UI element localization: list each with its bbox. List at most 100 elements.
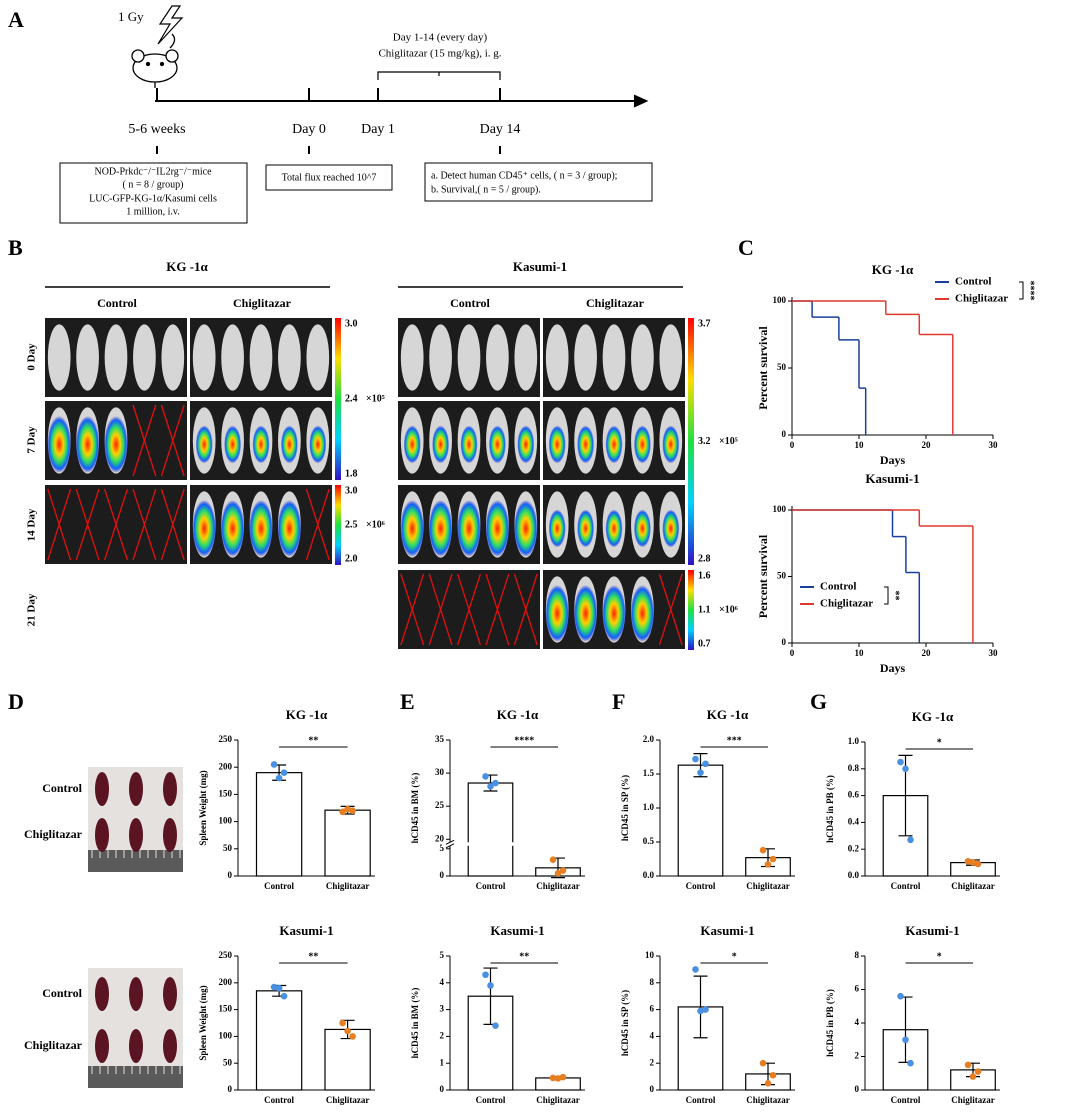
signal bbox=[104, 416, 128, 473]
y-tick-label: 50 bbox=[777, 362, 787, 372]
y-tick-label: 50 bbox=[777, 571, 787, 581]
y-tick-label: 2 bbox=[440, 1030, 445, 1040]
dead-mark bbox=[658, 573, 683, 646]
timeline-label: 5-6 weeks bbox=[128, 122, 185, 137]
timeline-label: Day 1 bbox=[361, 122, 395, 137]
y-tick-label: 8 bbox=[855, 950, 860, 960]
x-tick-label: 10 bbox=[855, 440, 865, 450]
signal bbox=[602, 585, 626, 642]
signal bbox=[605, 425, 623, 464]
panel-label: B bbox=[8, 235, 23, 260]
significance: **** bbox=[1025, 281, 1036, 301]
bar bbox=[467, 782, 514, 877]
timeline-label: Day 14 bbox=[480, 122, 521, 137]
signal bbox=[457, 500, 481, 557]
group-title: Kasumi-1 bbox=[513, 259, 567, 274]
chart-title: KG -1α bbox=[707, 707, 749, 722]
data-point bbox=[764, 861, 772, 868]
photo-row-label: Chiglitazar bbox=[24, 1038, 83, 1052]
significance-bracket bbox=[1019, 281, 1024, 300]
mouse bbox=[659, 324, 683, 391]
signal bbox=[577, 425, 595, 464]
significance: *** bbox=[727, 735, 742, 746]
y-tick-label: 50 bbox=[223, 1057, 233, 1067]
colorbar-label: 1.6 bbox=[698, 570, 711, 581]
x-tick-label: Chiglitazar bbox=[746, 881, 790, 891]
mouse bbox=[249, 324, 273, 391]
mouse bbox=[429, 324, 452, 391]
signal bbox=[605, 509, 623, 548]
y-tick-label: 10 bbox=[645, 950, 655, 960]
y-tick-label: 0 bbox=[855, 1084, 860, 1094]
condition-label: Control bbox=[97, 296, 137, 310]
data-point bbox=[492, 779, 499, 787]
x-axis-label: Days bbox=[880, 661, 906, 675]
y-axis-label: hCD45 in SP (%) bbox=[620, 775, 630, 841]
signal bbox=[400, 500, 425, 557]
x-tick-label: Chiglitazar bbox=[326, 881, 370, 891]
mouse bbox=[133, 324, 156, 391]
y-axis-label: Percent survival bbox=[756, 534, 770, 618]
bar bbox=[255, 772, 303, 877]
mouse bbox=[76, 324, 99, 391]
significance: ** bbox=[519, 951, 529, 962]
y-axis-label: Spleen Weight (mg) bbox=[198, 985, 208, 1060]
dead-mark bbox=[132, 404, 157, 477]
colorbar-unit: ×10⁵ bbox=[366, 393, 385, 404]
x-tick-label: 30 bbox=[989, 648, 999, 658]
y-tick-label: 20 bbox=[435, 833, 445, 843]
y-tick-label: 200 bbox=[219, 761, 233, 771]
y-tick-label: 0 bbox=[440, 870, 445, 880]
data-point bbox=[280, 769, 288, 776]
error-bar bbox=[693, 975, 708, 1039]
data-point bbox=[275, 774, 283, 782]
y-tick-label: 2 bbox=[855, 1051, 860, 1061]
y-tick-label: 4 bbox=[855, 1017, 860, 1027]
axis-break bbox=[448, 842, 452, 846]
chart-title: Kasumi-1 bbox=[865, 471, 919, 486]
chart-title: Kasumi-1 bbox=[279, 923, 333, 938]
x-tick-label: Chiglitazar bbox=[951, 1095, 995, 1105]
colorbar bbox=[335, 318, 341, 480]
box-text: ( n = 8 / group) bbox=[123, 179, 184, 190]
bar bbox=[255, 990, 303, 1091]
signal bbox=[633, 425, 651, 464]
y-tick-label: 2 bbox=[650, 1057, 655, 1067]
data-point bbox=[482, 971, 489, 979]
data-point bbox=[492, 1022, 499, 1029]
y-tick-label: 200 bbox=[219, 977, 233, 987]
spleen bbox=[95, 818, 109, 852]
y-tick-label: 50 bbox=[223, 843, 233, 853]
mouse bbox=[47, 324, 71, 391]
y-tick-label: 2.0 bbox=[643, 734, 655, 744]
dead-mark bbox=[160, 488, 185, 561]
y-tick-label: 100 bbox=[773, 504, 787, 514]
y-tick-label: 3 bbox=[440, 1004, 445, 1014]
y-tick-label: 0 bbox=[440, 1084, 445, 1094]
x-axis-label: Days bbox=[880, 453, 906, 467]
box-text: Total flux reached 10^7 bbox=[282, 172, 377, 183]
box-text: NOD-Prkdc⁻/⁻IL2rg⁻/⁻mice bbox=[94, 166, 212, 177]
info-box bbox=[59, 162, 248, 224]
data-point bbox=[907, 1059, 914, 1067]
signal bbox=[630, 585, 655, 642]
data-point bbox=[964, 857, 972, 865]
data-point bbox=[759, 846, 767, 854]
signal bbox=[633, 509, 651, 548]
y-tick-label: 30 bbox=[435, 767, 445, 777]
timeline-label: Day 0 bbox=[292, 122, 326, 137]
signal bbox=[432, 425, 450, 464]
y-tick-label: 6 bbox=[650, 1004, 655, 1014]
data-point bbox=[549, 856, 557, 863]
data-point bbox=[702, 1006, 709, 1013]
signal bbox=[428, 500, 453, 557]
signal bbox=[192, 500, 217, 557]
colorbar-label: 3.2 bbox=[698, 436, 711, 447]
signal bbox=[224, 425, 242, 464]
y-axis-label: Spleen Weight (mg) bbox=[198, 770, 208, 845]
colorbar-label: 3.0 bbox=[345, 485, 358, 496]
data-point bbox=[487, 783, 494, 790]
signal bbox=[252, 425, 270, 464]
mouse bbox=[486, 324, 509, 391]
x-tick-label: 20 bbox=[922, 440, 932, 450]
